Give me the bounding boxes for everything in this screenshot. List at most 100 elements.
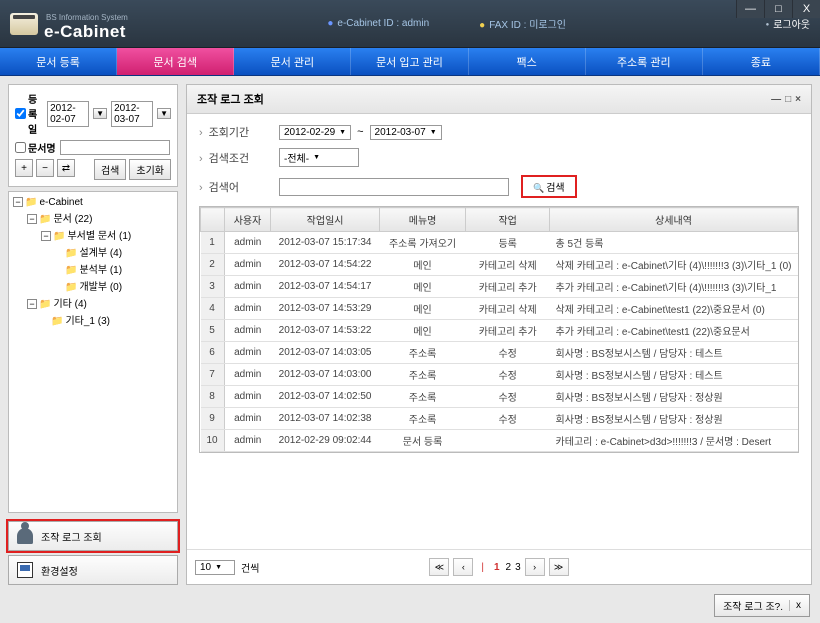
cell-timestamp: 2012-03-07 14:03:00 [271,364,379,386]
add-button[interactable]: + [15,159,33,177]
nav-tab-exit[interactable]: 종료 [703,48,820,75]
pager-current[interactable]: 1 [494,562,500,573]
cond-select[interactable]: -전체- [279,148,359,167]
date-from-select[interactable]: 2012-02-07 [47,101,89,127]
search-term-input[interactable] [279,178,509,196]
cell-timestamp: 2012-03-07 14:02:50 [271,386,379,408]
doc-name-checkbox[interactable] [15,142,26,153]
nav-tab-incoming[interactable]: 문서 입고 관리 [351,48,468,75]
table-row[interactable]: 9admin2012-03-07 14:02:38주소록수정회사명 : BS정보… [201,408,798,430]
log-view-button[interactable]: 조작 로그 조회 [8,521,178,551]
cell-menu: 메인 [379,320,466,342]
nav-tab-fax[interactable]: 팩스 [469,48,586,75]
window-controls: — □ X [736,0,820,18]
folder-icon: 📁 [53,231,65,242]
cell-user: admin [224,408,271,430]
tree-toggle-icon[interactable]: − [27,299,37,309]
window-maximize-button[interactable]: □ [764,0,792,18]
status-close-icon[interactable]: x [789,600,801,611]
window-close-button[interactable]: X [792,0,820,18]
window-minimize-button[interactable]: — [736,0,764,18]
table-row[interactable]: 1admin2012-03-07 15:17:34주소록 가져오기등록총 5건 … [201,232,798,254]
tree-root[interactable]: −📁e-Cabinet [13,196,173,209]
tree-node-dev[interactable]: 📁개발부 (0) [13,277,173,294]
period-from-select[interactable]: 2012-02-29 [279,125,351,140]
cell-op: 카테고리 삭제 [466,254,550,276]
col-detail[interactable]: 상세내역 [550,208,798,232]
remove-button[interactable]: − [36,159,54,177]
pager-page-3[interactable]: 3 [515,562,521,573]
tilde: ~ [357,126,363,138]
logout-button[interactable]: 로그아웃 [766,16,810,31]
date-to-select[interactable]: 2012-03-07 [111,101,153,127]
settings-button[interactable]: 환경설정 [8,555,178,585]
table-row[interactable]: 10admin2012-02-29 09:02:44문서 등록카테고리 : e-… [201,430,798,452]
cell-detail: 추가 카테고리 : e-Cabinet\기타 (4)\!!!!!!!3 (3)\… [550,276,798,298]
tree-toggle-icon[interactable]: − [41,231,51,241]
cell-index: 10 [201,430,225,452]
grid: 사용자 작업일시 메뉴명 작업 상세내역 1admin2012-03-07 15… [199,206,799,453]
main-panel: 조작 로그 조회 — □ × 조회기간 2012-02-29 ~ 2012-03… [186,84,812,585]
table-row[interactable]: 4admin2012-03-07 14:53:29메인카테고리 삭제삭제 카테고… [201,298,798,320]
filter-search-button[interactable]: 검색 [94,159,126,180]
person-icon [17,528,33,544]
dropdown-icon[interactable]: ▼ [93,108,107,119]
titlebar-center: ●e-Cabinet ID : admin ●FAX ID : 미로그인 [128,16,766,31]
panel-search-button[interactable]: 검색 [521,175,577,198]
table-row[interactable]: 2admin2012-03-07 14:54:22메인카테고리 삭제삭제 카테고… [201,254,798,276]
cell-detail: 총 5건 등록 [550,232,798,254]
folder-icon: 📁 [65,282,77,293]
tree-node-docs[interactable]: −📁문서 (22) [13,209,173,226]
table-row[interactable]: 3admin2012-03-07 14:54:17메인카테고리 추가추가 카테고… [201,276,798,298]
pager-first-button[interactable]: ≪ [429,558,449,576]
pager-next-button[interactable]: › [525,558,545,576]
filter-reset-button[interactable]: 초기화 [129,159,171,180]
nav-tab-addressbook[interactable]: 주소록 관리 [586,48,703,75]
swap-button[interactable]: ⇄ [57,159,75,177]
tree-node-dept[interactable]: −📁부서별 문서 (1) [13,226,173,243]
doc-name-input[interactable] [60,140,170,155]
col-menu[interactable]: 메뉴명 [379,208,466,232]
cell-user: admin [224,342,271,364]
doc-name-checkbox-label[interactable]: 문서명 [15,140,56,155]
period-to-select[interactable]: 2012-03-07 [370,125,442,140]
panel-title: 조작 로그 조회 [197,91,264,107]
panel-minimize-icon[interactable]: — [771,94,781,105]
panel-header: 조작 로그 조회 — □ × [187,85,811,114]
cell-detail: 삭제 카테고리 : e-Cabinet\test1 (22)\중요문서 (0) [550,298,798,320]
tree-toggle-icon[interactable]: − [13,197,23,207]
panel-maximize-icon[interactable]: □ [785,94,791,105]
tree-node-design[interactable]: 📁설계부 (4) [13,243,173,260]
table-row[interactable]: 5admin2012-03-07 14:53:22메인카테고리 추가추가 카테고… [201,320,798,342]
panel-close-icon[interactable]: × [795,94,801,105]
content: 등록일 2012-02-07 ▼ 2012-03-07 ▼ 문서명 + − ⇄ 검색… [0,76,820,593]
titlebar-right: 로그아웃 [766,16,810,31]
status-chip[interactable]: 조작 로그 조?. x [714,594,810,617]
nav-tab-manage[interactable]: 문서 관리 [234,48,351,75]
table-row[interactable]: 8admin2012-03-07 14:02:50주소록수정회사명 : BS정보… [201,386,798,408]
reg-date-checkbox-label[interactable]: 등록일 [15,91,43,136]
nav-tab-search[interactable]: 문서 검색 [117,48,234,75]
table-row[interactable]: 6admin2012-03-07 14:03:05주소록수정회사명 : BS정보… [201,342,798,364]
tree-node-etc1[interactable]: 📁기타_1 (3) [13,311,173,328]
col-op[interactable]: 작업 [466,208,550,232]
cell-index: 7 [201,364,225,386]
col-user[interactable]: 사용자 [224,208,271,232]
pager-prev-button[interactable]: ‹ [453,558,473,576]
pager-page-2[interactable]: 2 [506,562,512,573]
cell-index: 6 [201,342,225,364]
tree-node-etc[interactable]: −📁기타 (4) [13,294,173,311]
pager-last-button[interactable]: ≫ [549,558,569,576]
page-size-label: 건씩 [241,560,259,575]
dropdown-icon[interactable]: ▼ [157,108,171,119]
table-row[interactable]: 7admin2012-03-07 14:03:00주소록수정회사명 : BS정보… [201,364,798,386]
tree-node-analysis[interactable]: 📁분석부 (1) [13,260,173,277]
cell-timestamp: 2012-02-29 09:02:44 [271,430,379,452]
cell-op: 카테고리 추가 [466,276,550,298]
col-timestamp[interactable]: 작업일시 [271,208,379,232]
reg-date-checkbox[interactable] [15,108,26,119]
tree-toggle-icon[interactable]: − [27,214,37,224]
nav-tab-register[interactable]: 문서 등록 [0,48,117,75]
page-size-select[interactable]: 10 [195,560,235,575]
cell-user: admin [224,276,271,298]
